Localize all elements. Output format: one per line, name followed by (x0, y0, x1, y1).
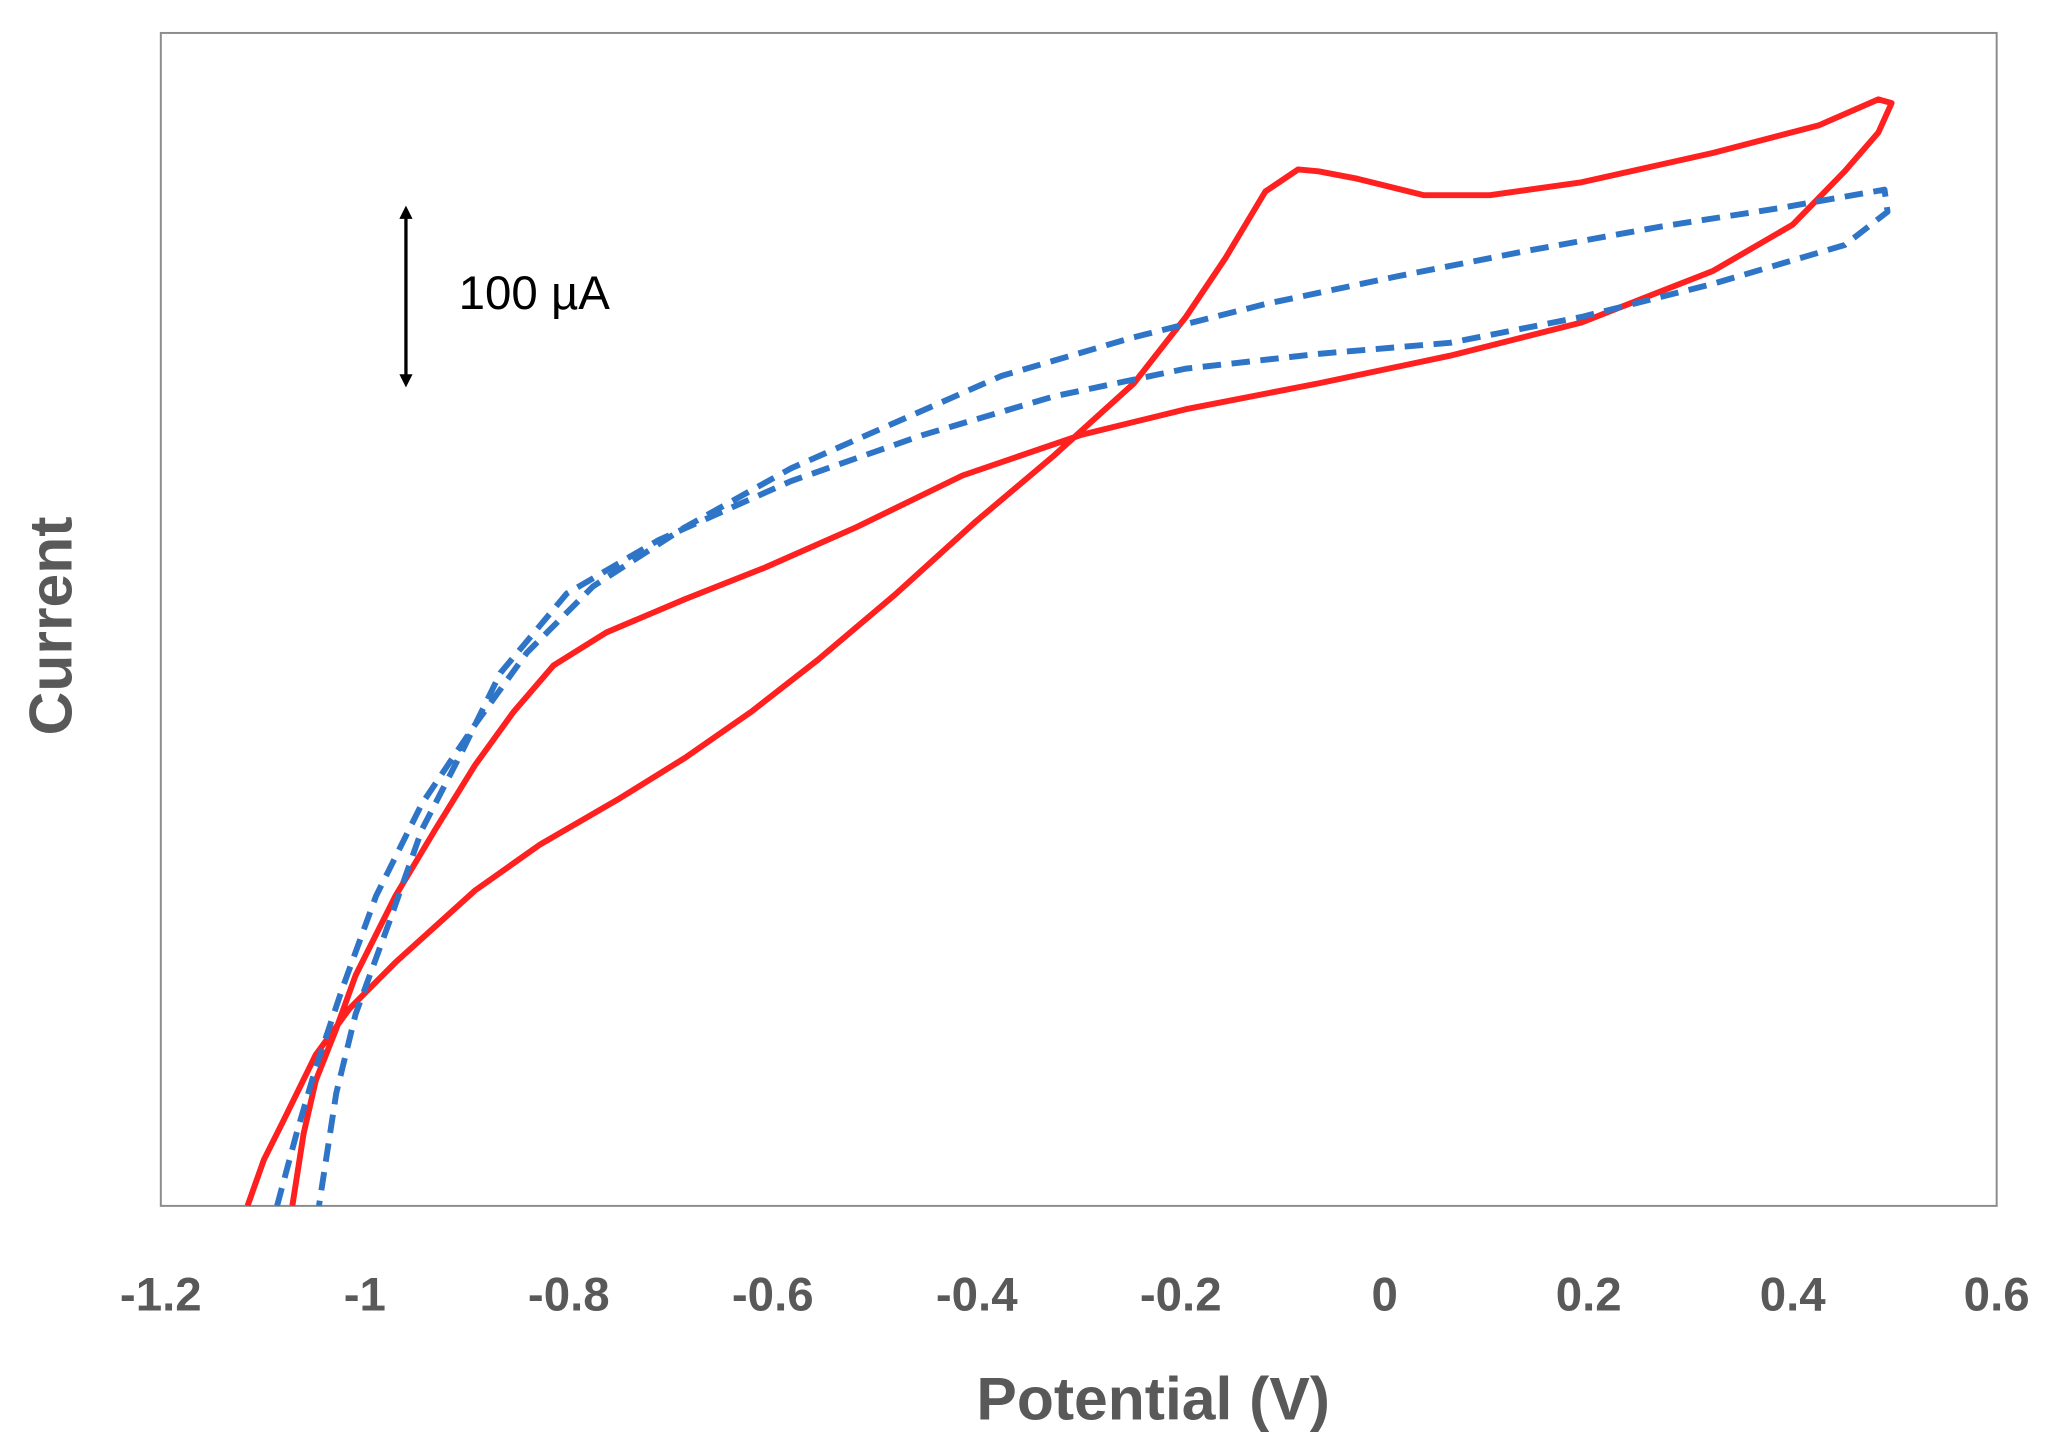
x-tick-label: 0.2 (1556, 1269, 1622, 1322)
plot-frame (159, 31, 1998, 1207)
x-axis-title: Potential (V) (976, 1365, 1330, 1433)
x-tick-label: -0.2 (1140, 1269, 1222, 1322)
cv-curve (274, 186, 1891, 1206)
x-tick-label: -0.4 (936, 1269, 1018, 1322)
cv-curve (244, 96, 1895, 1206)
x-tick-label: 0.4 (1760, 1269, 1827, 1322)
x-tick-label: -1.2 (120, 1269, 202, 1322)
x-tick-label: 0.6 (1964, 1269, 2030, 1322)
y-axis-title: Current (16, 517, 84, 736)
x-tick-label: -0.8 (528, 1269, 610, 1322)
x-tick-label: -1 (344, 1269, 386, 1322)
scale-bar-label: 100 µA (459, 267, 611, 320)
x-tick-label: 0 (1372, 1269, 1398, 1322)
x-tick-label: -0.6 (732, 1269, 814, 1322)
